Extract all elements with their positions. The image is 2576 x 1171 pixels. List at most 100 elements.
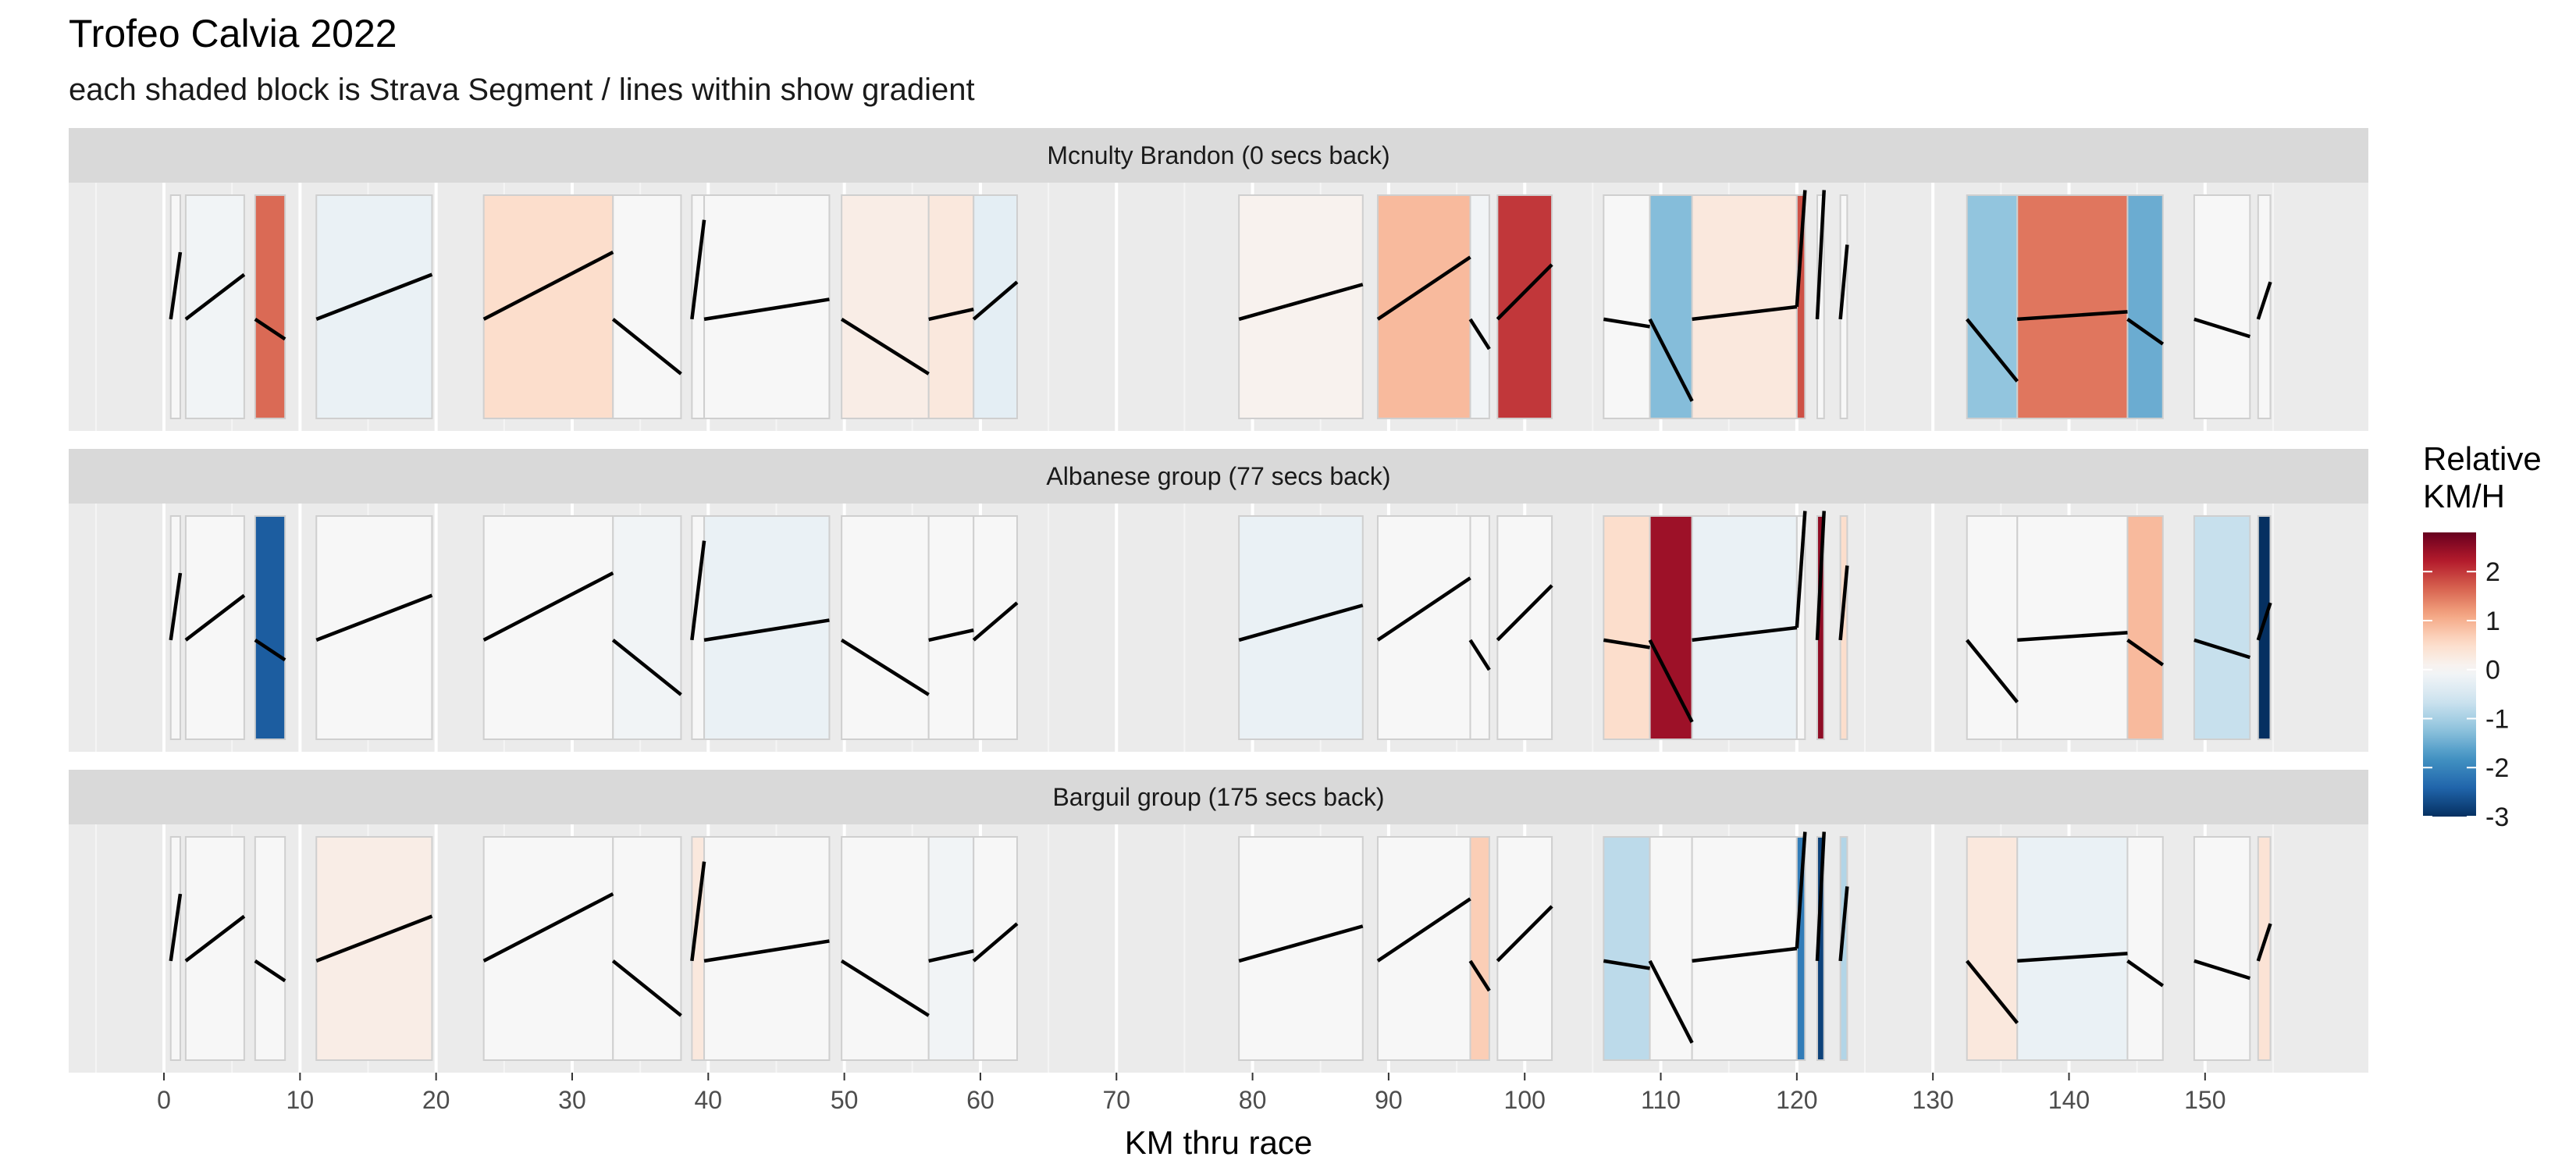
gradient-line	[315, 593, 433, 642]
segment-block	[2257, 194, 2272, 419]
segment-block	[1691, 515, 1798, 740]
gradient-line	[1966, 318, 2019, 383]
gradient-line	[2017, 310, 2128, 322]
gradient-line	[184, 272, 246, 321]
segment-block	[254, 194, 286, 419]
gradient-line	[1815, 190, 1826, 320]
gradient-line	[1838, 565, 1849, 641]
gradient-line	[2017, 952, 2128, 963]
segment-block	[315, 515, 433, 740]
chart-title: Trofeo Calvia 2022	[69, 12, 397, 55]
gradient-line	[2194, 317, 2251, 339]
gradient-line	[169, 251, 183, 320]
gradient-line	[1648, 639, 1694, 723]
gradient-line	[840, 959, 930, 1017]
x-tick-label: 60	[966, 1086, 994, 1114]
gradient-line	[1496, 905, 1553, 963]
legend-title-line: Relative	[2423, 440, 2542, 477]
gradient-line	[184, 914, 246, 963]
segment-block	[184, 515, 245, 740]
segment-block	[1603, 194, 1651, 419]
segment-block	[2126, 515, 2164, 740]
gradient-line	[1603, 959, 1650, 970]
segment-block	[927, 194, 975, 419]
gradient-line	[1603, 317, 1650, 329]
gradient-line	[1795, 190, 1807, 308]
segment-block	[1691, 194, 1798, 419]
facet-strip-label: Mcnulty Brandon (0 secs back)	[1047, 141, 1389, 169]
gradient-line	[611, 639, 682, 696]
segment-block	[2016, 515, 2129, 740]
segment-block	[184, 836, 245, 1061]
segment-block	[1376, 836, 1471, 1061]
segment-block	[1966, 515, 2019, 740]
gradient-line	[928, 949, 974, 963]
gradient-line	[2126, 639, 2165, 667]
segment-block	[2193, 836, 2251, 1061]
gradient-line	[254, 318, 286, 341]
segment-block	[841, 836, 930, 1061]
gradient-line	[2126, 959, 2165, 988]
segment-block	[1469, 836, 1490, 1061]
gradient-line	[482, 251, 614, 321]
segment-block	[1469, 515, 1490, 740]
facet-strip-label: Barguil group (175 secs back)	[1052, 783, 1384, 811]
x-tick-label: 140	[2048, 1086, 2090, 1114]
x-tick-label: 20	[422, 1086, 450, 1114]
gradient-line	[840, 638, 930, 696]
facet-strip	[69, 449, 2368, 504]
segment-block	[1238, 194, 1364, 419]
segment-block	[703, 836, 831, 1061]
legend-tick-label: 1	[2485, 607, 2500, 636]
gradient-line	[1468, 318, 1491, 351]
gradient-line	[169, 572, 183, 641]
legend-colorbar	[2423, 532, 2476, 817]
segment-block	[482, 194, 614, 419]
segment-block	[703, 515, 831, 740]
segment-block	[1603, 515, 1651, 740]
legend-title-line: KM/H	[2423, 478, 2505, 514]
x-tick-label: 40	[695, 1086, 723, 1114]
gradient-line	[1795, 831, 1807, 949]
segment-block	[2016, 194, 2129, 419]
segment-block	[1376, 194, 1471, 419]
segment-block	[973, 515, 1019, 740]
color-legend: Relative KM/H 2 1 0 -1 -2 -3	[2423, 440, 2542, 832]
gradient-line	[254, 639, 286, 662]
segment-block	[1238, 836, 1364, 1061]
x-tick-label: 10	[286, 1086, 315, 1114]
gradient-line	[1468, 959, 1491, 992]
segment-block	[612, 515, 682, 740]
legend-tick-label: -2	[2485, 753, 2509, 783]
x-tick-label: 90	[1375, 1086, 1403, 1114]
gradient-line	[1815, 831, 1826, 962]
gradient-line	[611, 959, 682, 1017]
x-tick-label: 0	[157, 1086, 171, 1114]
x-axis-title: KM thru race	[1125, 1124, 1312, 1161]
segment-block	[254, 515, 286, 740]
legend-tick-label: 0	[2485, 656, 2500, 685]
facet-strip-label: Albanese group (77 secs back)	[1046, 462, 1390, 490]
gradient-line	[482, 571, 614, 642]
segment-block	[1691, 836, 1798, 1061]
gradient-line	[690, 219, 706, 320]
segment-block	[703, 194, 831, 419]
legend-tick-label: -3	[2485, 803, 2509, 832]
x-tick-label: 30	[558, 1086, 586, 1114]
gradient-line	[482, 892, 614, 963]
gradient-line	[1238, 924, 1364, 963]
gradient-line	[1966, 959, 2019, 1024]
segment-block	[841, 515, 930, 740]
gradient-line	[1692, 625, 1798, 642]
x-tick-label: 80	[1239, 1086, 1267, 1114]
segment-block	[1649, 194, 1693, 419]
segment-block	[1496, 836, 1553, 1061]
segment-block	[2257, 836, 2272, 1061]
gradient-line	[2256, 923, 2272, 962]
gradient-line	[2126, 318, 2165, 346]
panels-layer: Mcnulty Brandon (0 secs back) Albanese gr…	[69, 128, 2368, 1073]
gradient-line	[1815, 511, 1826, 641]
gradient-line	[690, 540, 706, 641]
gradient-line	[1692, 304, 1798, 322]
